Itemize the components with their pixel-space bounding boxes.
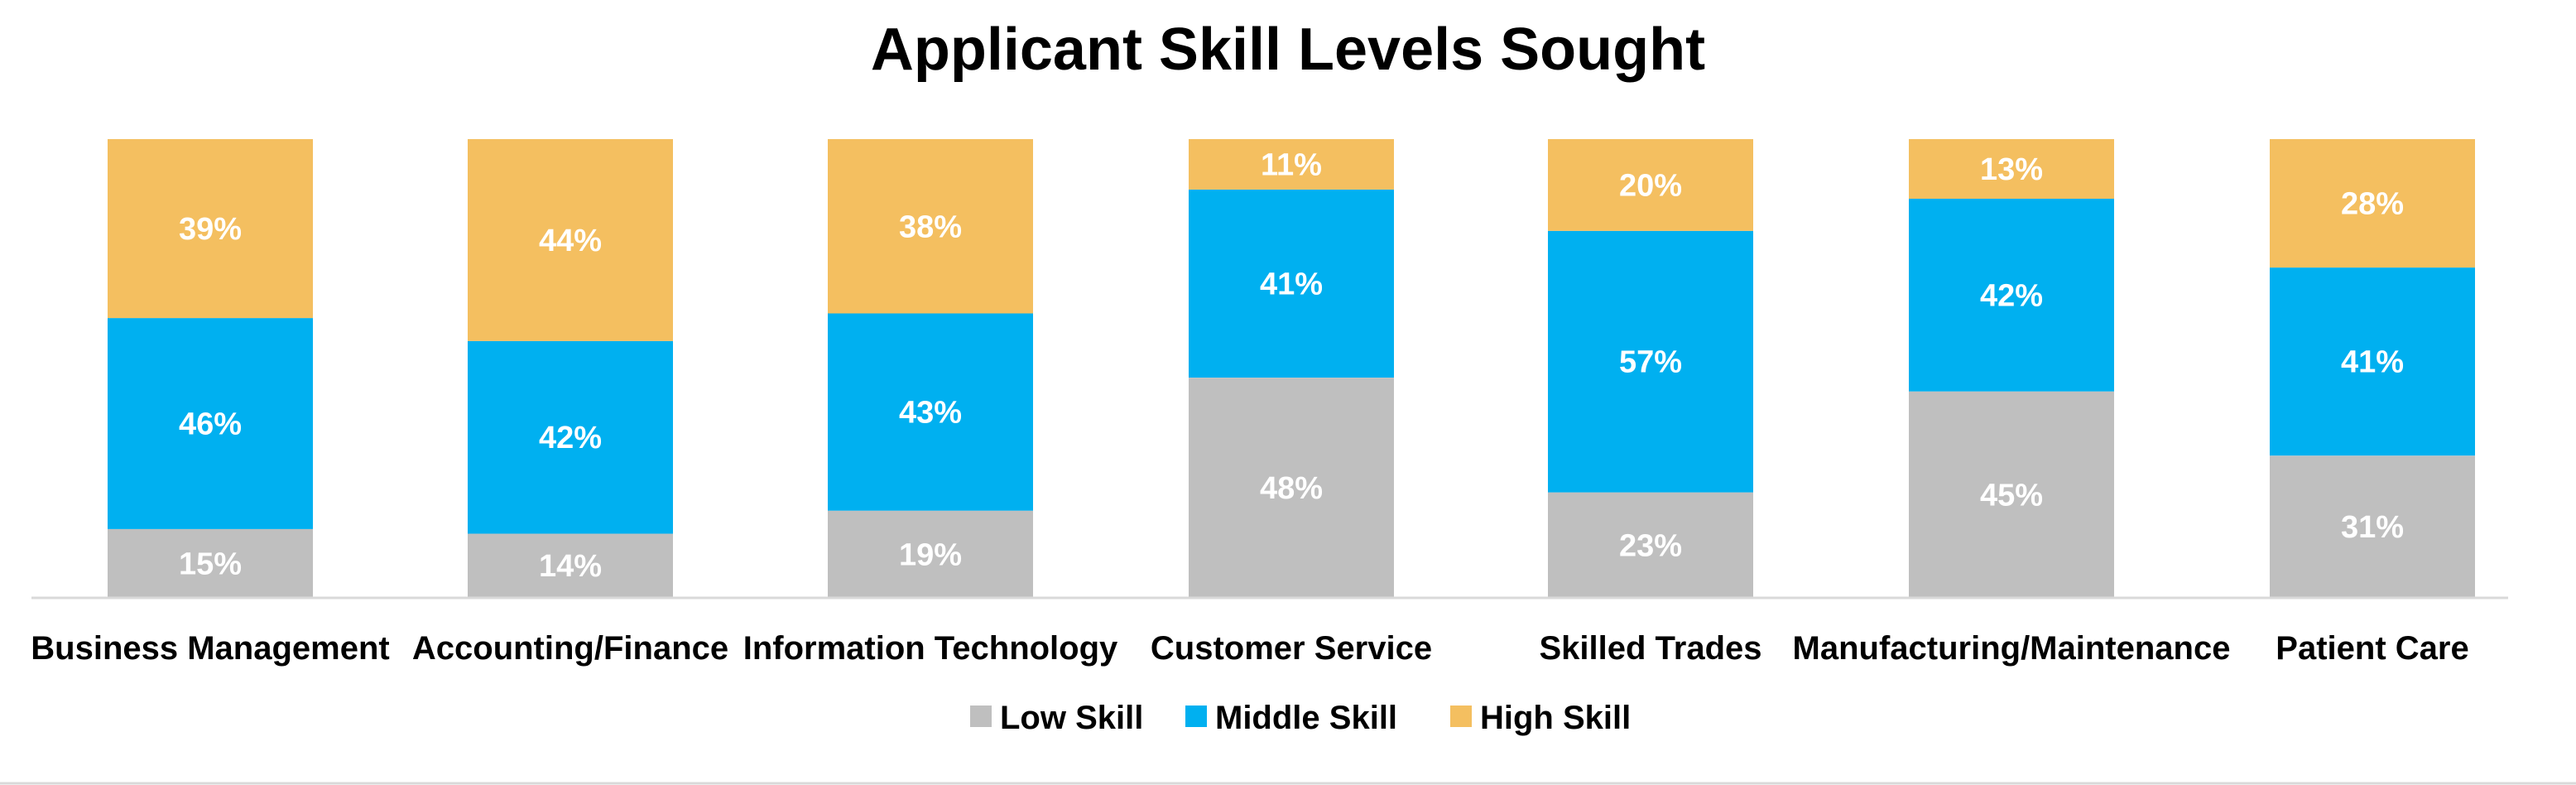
legend-swatch-middle-skill (1185, 706, 1207, 727)
data-label-middle-skill-customer-service: 41% (1260, 267, 1323, 302)
bar-segment-low-skill-information-technology (828, 510, 1033, 598)
legend-item-middle-skill: Middle Skill (1185, 700, 1397, 736)
data-label-high-skill-patient-care: 28% (2341, 187, 2404, 222)
category-label-accounting-finance: Accounting/Finance (412, 630, 728, 667)
data-label-high-skill-manufacturing-maintenance: 13% (1980, 152, 2043, 187)
data-label-low-skill-business-management: 15% (179, 547, 242, 581)
legend-label-middle-skill: Middle Skill (1215, 700, 1397, 736)
bar-segment-middle-skill-skilled-trades (1548, 230, 1753, 493)
category-label-patient-care: Patient Care (2276, 630, 2468, 667)
data-label-high-skill-skilled-trades: 20% (1619, 168, 1682, 203)
bar-segment-low-skill-manufacturing-maintenance (1909, 391, 2114, 598)
legend-item-high-skill: High Skill (1450, 700, 1631, 736)
bar-stack-skilled-trades: 23% 57% 20% (1548, 139, 1753, 598)
legend: Low Skill Middle Skill High Skill (970, 700, 1631, 736)
data-label-middle-skill-information-technology: 43% (899, 396, 962, 431)
data-label-low-skill-manufacturing-maintenance: 45% (1980, 478, 2043, 513)
bar-segment-middle-skill-customer-service (1189, 189, 1394, 378)
data-label-middle-skill-patient-care: 41% (2341, 345, 2404, 380)
bar-stack-customer-service: 48% 41% 11% (1189, 139, 1394, 598)
data-label-low-skill-skilled-trades: 23% (1619, 528, 1682, 563)
bar-segment-high-skill-customer-service (1189, 139, 1394, 190)
data-label-high-skill-customer-service: 11% (1261, 148, 1322, 183)
data-label-high-skill-information-technology: 38% (899, 209, 962, 244)
bar-segment-low-skill-customer-service (1189, 378, 1394, 598)
bar-stack-manufacturing-maintenance: 45% 42% 13% (1909, 139, 2114, 598)
bar-segment-high-skill-accounting-finance (468, 139, 673, 341)
data-label-low-skill-accounting-finance: 14% (539, 549, 602, 584)
data-label-low-skill-patient-care: 31% (2341, 510, 2404, 545)
bar-segment-middle-skill-manufacturing-maintenance (1909, 199, 2114, 392)
legend-swatch-high-skill (1450, 706, 1472, 727)
data-label-middle-skill-business-management: 46% (179, 407, 242, 442)
bar-segment-high-skill-patient-care (2270, 139, 2475, 268)
bar-segment-low-skill-business-management (108, 528, 313, 598)
bar-segment-high-skill-manufacturing-maintenance (1909, 139, 2114, 199)
category-label-customer-service: Customer Service (1151, 630, 1432, 667)
legend-swatch-low-skill (970, 706, 992, 727)
legend-label-low-skill: Low Skill (1000, 700, 1143, 736)
legend-label-high-skill: High Skill (1480, 700, 1631, 736)
data-label-high-skill-business-management: 39% (179, 212, 242, 247)
legend-item-low-skill: Low Skill (970, 700, 1143, 736)
bar-stack-business-management: 15% 46% 39% (108, 139, 313, 598)
data-label-high-skill-accounting-finance: 44% (539, 224, 602, 258)
bar-segment-high-skill-information-technology (828, 139, 1033, 314)
bars-layer: 15% 46% 39% 14% 42% 44% 19% 43% 38% 48% 41% 11% 23% 5… (108, 139, 2475, 598)
chart-title: Applicant Skill Levels Sought (871, 17, 1705, 83)
bar-segment-low-skill-patient-care (2270, 455, 2475, 598)
bar-segment-low-skill-accounting-finance (468, 533, 673, 598)
data-label-low-skill-information-technology: 19% (899, 537, 962, 572)
data-label-low-skill-customer-service: 48% (1260, 471, 1323, 506)
bar-stack-accounting-finance: 14% 42% 44% (468, 139, 673, 598)
bar-segment-middle-skill-accounting-finance (468, 340, 673, 534)
bar-segment-low-skill-skilled-trades (1548, 492, 1753, 598)
bar-segment-high-skill-skilled-trades (1548, 139, 1753, 231)
category-label-manufacturing-maintenance: Manufacturing/Maintenance (1793, 630, 2231, 667)
data-label-middle-skill-manufacturing-maintenance: 42% (1980, 278, 2043, 313)
category-label-business-management: Business Management (31, 630, 389, 667)
category-label-information-technology: Information Technology (743, 630, 1118, 667)
bar-segment-middle-skill-patient-care (2270, 267, 2475, 456)
bar-stack-patient-care: 31% 41% 28% (2270, 139, 2475, 598)
category-label-skilled-trades: Skilled Trades (1539, 630, 1761, 667)
bar-segment-middle-skill-information-technology (828, 313, 1033, 511)
data-label-middle-skill-accounting-finance: 42% (539, 421, 602, 455)
data-label-middle-skill-skilled-trades: 57% (1619, 345, 1682, 380)
bar-stack-information-technology: 19% 43% 38% (828, 139, 1033, 598)
bar-segment-middle-skill-business-management (108, 318, 313, 529)
bar-segment-high-skill-business-management (108, 139, 313, 319)
category-labels: Business Management Accounting/Finance Inf… (31, 630, 2468, 667)
